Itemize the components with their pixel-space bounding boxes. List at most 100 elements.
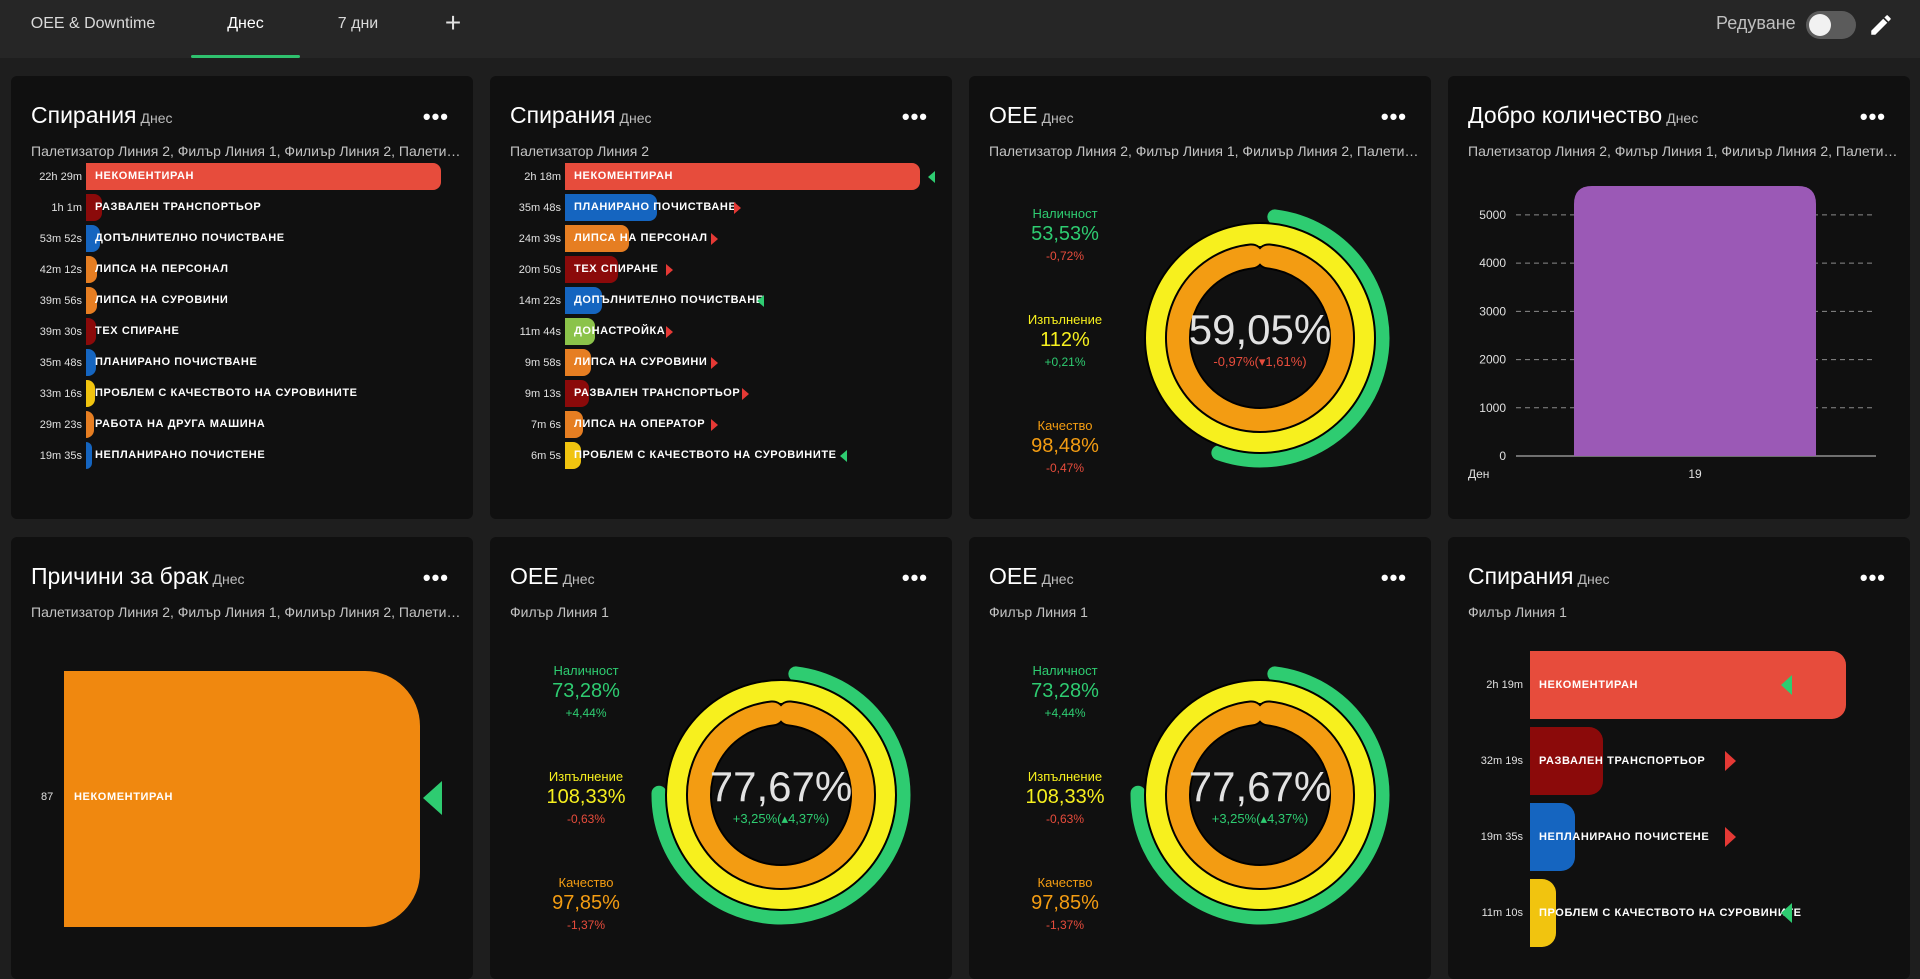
downtime-row[interactable]: 32m 19s РАЗВАЛЕН ТРАНСПОРТЬОР xyxy=(1448,727,1910,795)
downtime-reason: РАЗВАЛЕН ТРАНСПОРТЬОР xyxy=(1539,755,1706,767)
downtime-row[interactable]: 39m 56s ЛИПСА НА СУРОВИНИ xyxy=(11,287,473,315)
downtime-row[interactable]: 24m 39s ЛИПСА НА ПЕРСОНАЛ xyxy=(490,225,952,253)
card-downtime-all: Спирания Днес ••• Палетизатор Линия 2, Фи… xyxy=(11,76,473,519)
x-axis-label: Ден xyxy=(1468,467,1489,481)
downtime-row[interactable]: 7m 6s ЛИПСА НА ОПЕРАТОР xyxy=(490,411,952,439)
downtime-duration: 2h 18m xyxy=(524,171,561,183)
downtime-row[interactable]: 9m 13s РАЗВАЛЕН ТРАНСПОРТЬОР xyxy=(490,380,952,408)
oee-rings-chart xyxy=(1144,209,1390,468)
performance-label: Изпълнение xyxy=(548,769,624,784)
downtime-bar xyxy=(86,163,441,190)
downtime-row[interactable]: 2h 19m НЕКОМЕНТИРАН xyxy=(1448,651,1910,719)
performance-ring xyxy=(1146,224,1374,452)
quality-delta: -1,37% xyxy=(1045,918,1085,932)
downtime-duration: 6m 5s xyxy=(531,450,561,462)
card-subtitle: Палетизатор Линия 2, Филър Линия 1, Фили… xyxy=(31,604,461,620)
card-title: OEE Днес xyxy=(989,102,1074,128)
downtime-reason: ЛИПСА НА ОПЕРАТОР xyxy=(574,418,706,430)
trend-up-icon xyxy=(665,326,673,338)
performance-delta: -0,63% xyxy=(1045,812,1085,826)
downtime-reason: ЛИПСА НА ПЕРСОНАЛ xyxy=(574,232,708,244)
downtime-row[interactable]: 11m 44s ДОНАСТРОЙКА xyxy=(490,318,952,346)
downtime-duration: 39m 56s xyxy=(39,295,82,307)
downtime-reason: ПРОБЛЕМ С КАЧЕСТВОТО НА СУРОВИНИТЕ xyxy=(95,387,358,399)
downtime-duration: 53m 52s xyxy=(39,233,82,245)
more-options-icon[interactable]: ••• xyxy=(422,565,449,590)
downtime-row[interactable]: 2h 18m НЕКОМЕНТИРАН xyxy=(490,163,952,191)
performance-ring xyxy=(667,681,895,909)
downtime-reason: ТЕХ СПИРАНЕ xyxy=(95,325,180,337)
add-tab-icon[interactable]: + xyxy=(444,7,462,38)
oee-delta-arrow-icon: ▴ xyxy=(781,811,789,826)
downtime-bar xyxy=(565,225,629,252)
downtime-row[interactable]: 1h 1m РАЗВАЛЕН ТРАНСПОРТЬОР xyxy=(11,194,473,222)
quality-value: 97,85% xyxy=(552,892,620,914)
downtime-row[interactable]: 35m 48s ПЛАНИРАНО ПОЧИСТВАНЕ xyxy=(11,349,473,377)
downtime-duration: 1h 1m xyxy=(51,202,82,214)
downtime-row[interactable]: 6m 5s ПРОБЛЕМ С КАЧЕСТВОТО НА СУРОВИНИТЕ xyxy=(490,442,952,470)
oee-delta-arrow-icon: ▾ xyxy=(1258,354,1266,369)
card-downtime-palletizer: Спирания Днес ••• Палетизатор Линия 2 2h … xyxy=(490,76,952,519)
performance-value: 108,33% xyxy=(1025,786,1105,808)
card-title: Спирания Днес xyxy=(31,102,173,128)
downtime-row[interactable]: 19m 35s НЕПЛАНИРАНО ПОЧИСТЕНЕ xyxy=(1448,803,1910,871)
downtime-row[interactable]: 39m 30s ТЕХ СПИРАНЕ xyxy=(11,318,473,346)
y-tick-label: 3000 xyxy=(1479,304,1506,318)
more-options-icon[interactable]: ••• xyxy=(422,104,449,129)
more-options-icon[interactable]: ••• xyxy=(1859,104,1886,129)
availability-label: Наличност xyxy=(553,663,619,678)
downtime-bar xyxy=(86,442,92,469)
downtime-row[interactable]: 20m 50s ТЕХ СПИРАНЕ xyxy=(490,256,952,284)
downtime-duration: 35m 48s xyxy=(39,357,82,369)
downtime-row[interactable]: 29m 23s РАБОТА НА ДРУГА МАШИНА xyxy=(11,411,473,439)
downtime-row[interactable]: 33m 16s ПРОБЛЕМ С КАЧЕСТВОТО НА СУРОВИНИТ… xyxy=(11,380,473,408)
oee-delta-rel: 1,61%) xyxy=(1265,354,1307,369)
scrap-bar[interactable] xyxy=(64,671,420,927)
downtime-row[interactable]: 42m 12s ЛИПСА НА ПЕРСОНАЛ xyxy=(11,256,473,284)
quality-delta: -1,37% xyxy=(566,918,606,932)
downtime-duration: 7m 6s xyxy=(531,419,561,431)
more-options-icon[interactable]: ••• xyxy=(1380,565,1407,590)
downtime-reason: НЕКОМЕНТИРАН xyxy=(1539,679,1639,691)
downtime-duration: 11m 10s xyxy=(1481,907,1523,919)
downtime-row[interactable]: 11m 10s ПРОБЛЕМ С КАЧЕСТВОТО НА СУРОВИНИТ… xyxy=(1448,879,1910,947)
downtime-row[interactable]: 53m 52s ДОПЪЛНИТЕЛНО ПОЧИСТВАНЕ xyxy=(11,225,473,253)
downtime-duration: 11m 44s xyxy=(519,326,561,338)
downtime-reason: РАЗВАЛЕН ТРАНСПОРТЬОР xyxy=(95,201,262,213)
downtime-reason: ПРОБЛЕМ С КАЧЕСТВОТО НА СУРОВИНИТЕ xyxy=(574,449,837,461)
trend-up-icon xyxy=(711,419,719,431)
oee-value: 77,67% xyxy=(1188,763,1332,810)
downtime-row[interactable]: 9m 58s ЛИПСА НА СУРОВИНИ xyxy=(490,349,952,377)
performance-delta: +0,21% xyxy=(1044,355,1086,369)
downtime-row[interactable]: 35m 48s ПЛАНИРАНО ПОЧИСТВАНЕ xyxy=(490,194,952,222)
more-options-icon[interactable]: ••• xyxy=(1380,104,1407,129)
downtime-duration: 19m 35s xyxy=(39,450,82,462)
tab-oee-downtime[interactable]: OEE & Downtime xyxy=(30,15,156,32)
more-options-icon[interactable]: ••• xyxy=(901,104,928,129)
card-subtitle: Палетизатор Линия 2, Филър Линия 1, Фили… xyxy=(31,143,461,159)
quality-ring xyxy=(688,702,874,888)
performance-ring xyxy=(1146,681,1374,909)
more-options-icon[interactable]: ••• xyxy=(901,565,928,590)
downtime-row[interactable]: 22h 29m НЕКОМЕНТИРАН xyxy=(11,163,473,191)
pencil-icon[interactable] xyxy=(1868,12,1894,38)
tab-today[interactable]: Днес xyxy=(191,0,300,58)
x-tick-label: 19 xyxy=(1688,467,1702,481)
top-bar: OEE & Downtime Днес 7 дни + Редуване xyxy=(0,0,1920,58)
quantity-bar[interactable] xyxy=(1574,186,1816,456)
edit-mode-toggle[interactable] xyxy=(1806,11,1856,39)
tab-7-days[interactable]: 7 дни xyxy=(337,15,379,32)
downtime-duration: 20m 50s xyxy=(518,264,561,276)
oee-center: 59,05% -0,97%(▾1,61%) xyxy=(1110,306,1410,370)
downtime-reason: НЕПЛАНИРАНО ПОЧИСТЕНЕ xyxy=(1539,831,1710,843)
oee-delta: +3,25%(▴4,37%) xyxy=(631,811,931,827)
downtime-bar xyxy=(86,318,97,345)
oee-delta-rel: 4,37%) xyxy=(1267,811,1309,826)
oee-delta: +3,25%(▴4,37%) xyxy=(1110,811,1410,827)
availability-delta: -0,72% xyxy=(1045,249,1085,263)
downtime-row[interactable]: 14m 22s ДОПЪЛНИТЕЛНО ПОЧИСТВАНЕ xyxy=(490,287,952,315)
trend-down-icon xyxy=(1781,903,1792,923)
good-quantity-chart: 0 1000 2000 3000 4000 5000 19 Ден xyxy=(1468,186,1876,481)
downtime-row[interactable]: 19m 35s НЕПЛАНИРАНО ПОЧИСТЕНЕ xyxy=(11,442,473,470)
more-options-icon[interactable]: ••• xyxy=(1859,565,1886,590)
